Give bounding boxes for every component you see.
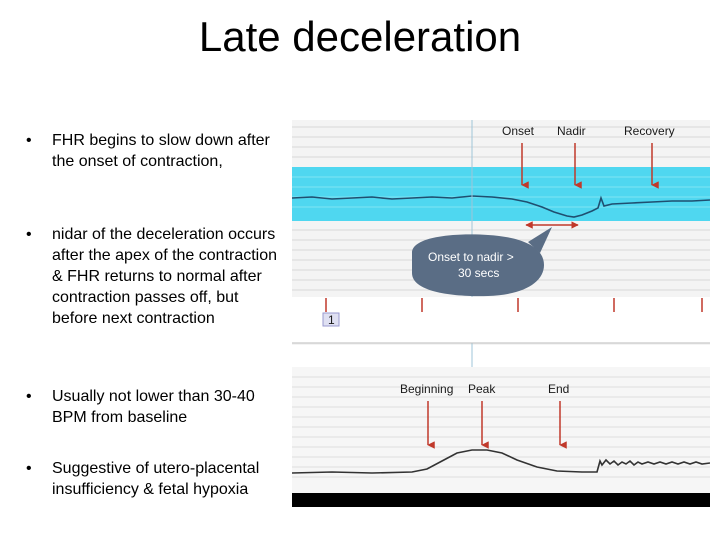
bullet-text: nidar of the deceleration occurs after t… (52, 226, 278, 327)
uc-grid-lines (292, 376, 710, 478)
bubble-line-1: Onset to nadir > (428, 250, 514, 264)
peak-label: Peak (468, 382, 496, 396)
event-marker-box (322, 312, 340, 327)
event-marker-number: 1 (328, 313, 335, 327)
bullet-text: FHR begins to slow down after the onset … (52, 132, 270, 170)
contraction-trace (292, 449, 710, 474)
bullet-marker: • (26, 226, 32, 243)
event-ticks (325, 298, 703, 312)
nadir-label: Nadir (557, 124, 586, 138)
bullet-text: Suggestive of utero-placental insufficie… (52, 460, 260, 498)
bullet-marker: • (26, 132, 32, 149)
bullet-marker: • (26, 388, 32, 405)
paper-edge-bar (292, 493, 710, 507)
fhr-normal-band (292, 167, 710, 221)
bullet-text: Usually not lower than 30-40 BPM from ba… (52, 388, 255, 426)
interval-callout-bubble: Onset to nadir > 30 secs (412, 227, 552, 297)
bullet-marker: • (26, 460, 32, 477)
bubble-line-2: 30 secs (458, 266, 499, 280)
fhr-trace (292, 195, 710, 218)
onset-label: Onset (502, 124, 535, 138)
end-label: End (548, 382, 569, 396)
beginning-label: Beginning (400, 382, 453, 396)
event-marker-strip (292, 297, 710, 343)
slide-title: Late deceleration (198, 13, 522, 60)
ctg-figure: Onset Nadir Recovery Onset to nadir > 30… (292, 120, 710, 507)
recovery-label: Recovery (624, 124, 675, 138)
